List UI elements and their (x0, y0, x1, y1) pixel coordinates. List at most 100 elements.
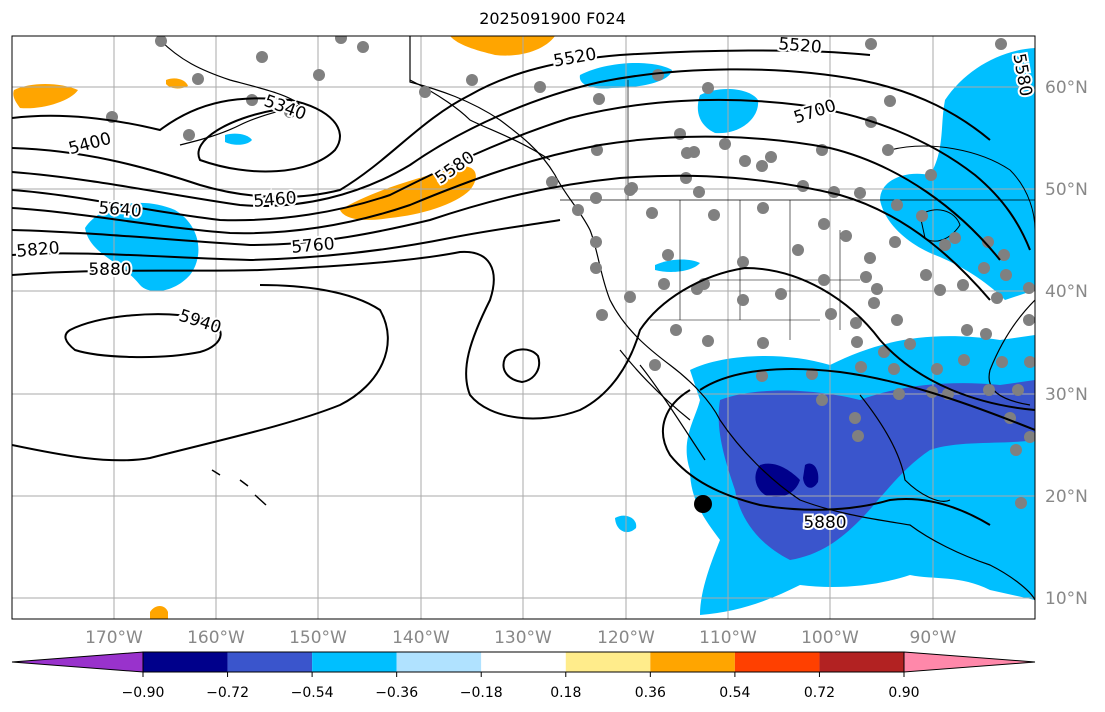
station-marker (878, 346, 890, 358)
station-marker (662, 249, 674, 261)
station-marker (949, 232, 961, 244)
station-marker (593, 93, 605, 105)
colorbar-tick-label: −0.90 (122, 685, 165, 701)
station-marker (855, 361, 867, 373)
colorbar-extend-low (11, 651, 144, 673)
station-marker (646, 207, 658, 219)
colorbar-bin (481, 652, 566, 672)
lon-label: 90°W (910, 628, 957, 648)
height-contours (12, 49, 1035, 526)
map-frame (11, 35, 1036, 620)
colorbar-tick-label: 0.90 (888, 685, 919, 701)
colorbar-bin (565, 652, 651, 672)
station-marker (871, 283, 883, 295)
station-marker (868, 297, 880, 309)
station-marker (1010, 444, 1022, 456)
station-marker (818, 274, 830, 286)
station-marker (818, 218, 830, 230)
contour-label: 5760 (291, 234, 336, 258)
station-marker (816, 394, 828, 406)
station-marker (991, 292, 1003, 304)
station-marker (624, 291, 636, 303)
station-marker (888, 363, 900, 375)
lat-label: 40°N (1045, 282, 1088, 302)
station-marker (1023, 314, 1035, 326)
station-marker (590, 262, 602, 274)
station-marker (1024, 431, 1035, 443)
station-marker (865, 38, 877, 50)
station-marker (849, 412, 861, 424)
station-marker (806, 368, 818, 380)
station-marker (256, 51, 268, 63)
storm-marker (694, 495, 712, 513)
station-marker (246, 94, 258, 106)
colorbar-tick-label: −0.54 (291, 685, 334, 701)
station-marker (756, 370, 768, 382)
station-marker (925, 169, 937, 181)
colorbar-bin (227, 652, 313, 672)
colorbar-frame (142, 651, 905, 673)
colorbar-tick-label: 0.18 (550, 685, 581, 701)
station-marker (775, 288, 787, 300)
station-marker (313, 69, 325, 81)
station-marker (851, 336, 863, 348)
lon-label: 110°W (699, 628, 757, 648)
station-marker (982, 236, 994, 248)
station-marker (546, 176, 558, 188)
station-marker (674, 128, 686, 140)
contour-label: 5880 (803, 513, 846, 533)
station-marker (596, 309, 608, 321)
station-marker (961, 324, 973, 336)
station-marker (889, 236, 901, 248)
colorbar-bin (396, 652, 482, 672)
station-marker (958, 354, 970, 366)
station-marker (854, 187, 866, 199)
colorbar-bin (143, 652, 228, 672)
station-marker (708, 209, 720, 221)
lat-label: 30°N (1045, 385, 1088, 405)
station-marker (652, 69, 664, 81)
station-marker (852, 430, 864, 442)
station-marker (737, 294, 749, 306)
station-marker (797, 180, 809, 192)
station-marker (882, 144, 894, 156)
contour-label: 5640 (98, 198, 143, 222)
contour-label: 5880 (88, 260, 131, 280)
station-marker (702, 335, 714, 347)
station-marker (757, 337, 769, 349)
station-marker (756, 160, 768, 172)
lon-label: 140°W (392, 628, 450, 648)
station-marker (860, 271, 872, 283)
station-marker (957, 279, 969, 291)
station-marker (765, 151, 777, 163)
station-marker (670, 324, 682, 336)
contour-label: 5520 (778, 34, 823, 58)
lon-label: 120°W (597, 628, 655, 648)
station-marker (702, 82, 714, 94)
station-marker (1023, 282, 1035, 294)
station-marker (920, 269, 932, 281)
station-marker (931, 363, 943, 375)
station-marker (192, 73, 204, 85)
station-marker (792, 244, 804, 256)
lat-label: 50°N (1045, 180, 1088, 200)
colorbar-tick-label: 0.72 (804, 685, 835, 701)
station-marker (357, 41, 369, 53)
station-marker (335, 36, 347, 44)
lat-label: 10°N (1045, 589, 1088, 609)
coastlines (159, 36, 1035, 601)
station-marker (864, 252, 876, 264)
station-marker (825, 308, 837, 320)
station-marker (155, 36, 167, 47)
station-marker (995, 38, 1007, 50)
station-marker (590, 192, 602, 204)
station-marker (1015, 497, 1027, 509)
station-marker (688, 146, 700, 158)
station-marker (757, 202, 769, 214)
colorbar-tick-label: −0.18 (460, 685, 503, 701)
lon-label: 130°W (494, 628, 552, 648)
colorbar-tick-label: 0.54 (719, 685, 750, 701)
colorbar-tick-label: −0.36 (375, 685, 418, 701)
